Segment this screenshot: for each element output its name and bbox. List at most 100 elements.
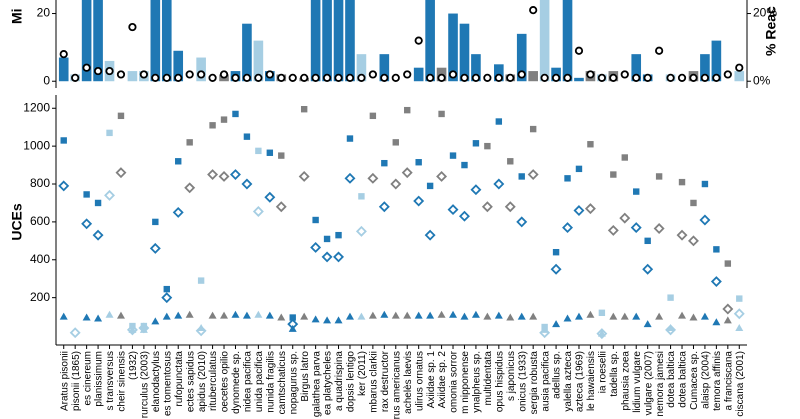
triangle-marker — [471, 310, 480, 318]
diamond-marker — [344, 172, 356, 184]
reads-marker — [128, 22, 137, 32]
square-marker — [495, 118, 503, 125]
reads-marker — [334, 73, 343, 82]
triangle-marker — [334, 316, 343, 324]
triangle-marker — [574, 312, 583, 320]
x-tick-label: a franciscana — [723, 351, 734, 411]
square-marker — [381, 159, 388, 167]
x-tick-label: Axiidae sp. 2 — [437, 351, 448, 409]
x-tick-label: pisonii (1865) — [71, 351, 82, 411]
diamond-marker — [630, 222, 642, 234]
triangle-marker — [632, 312, 641, 320]
bar — [242, 23, 252, 82]
triangle-marker — [609, 312, 618, 320]
x-tick-label: rufopunctata — [174, 351, 185, 407]
y2-tick-label: 20% — [753, 6, 777, 20]
triangle-marker — [426, 311, 435, 319]
reads-marker — [426, 73, 435, 82]
square-marker — [346, 135, 354, 142]
x-tick-label: lidium vulgare — [632, 351, 643, 413]
triangle-marker — [128, 325, 137, 333]
reads-marker — [403, 70, 412, 79]
x-tick-label: ciscana (2001) — [735, 351, 746, 417]
diamond-marker — [447, 204, 459, 216]
diamond-marker — [81, 218, 93, 230]
diamond-marker — [104, 189, 115, 201]
square-marker — [484, 142, 491, 150]
reads-marker — [529, 6, 538, 15]
y2-tick-label: 0% — [753, 73, 771, 87]
triangle-marker — [552, 320, 561, 328]
square-marker — [575, 165, 583, 173]
reads-marker — [300, 73, 309, 82]
square-marker — [243, 133, 251, 140]
square-marker — [587, 141, 594, 148]
diamond-marker — [333, 251, 344, 263]
triangle-marker — [666, 323, 675, 331]
triangle-marker — [449, 310, 458, 318]
square-marker — [610, 171, 617, 178]
reads-marker — [311, 73, 320, 82]
triangle-marker — [437, 310, 446, 318]
triangle-marker — [185, 310, 194, 318]
diamond-marker — [665, 324, 677, 336]
square-marker — [83, 191, 90, 198]
triangle-marker — [506, 313, 515, 321]
x-tick-label: adellus sp. — [552, 351, 563, 399]
reads-marker — [574, 46, 584, 55]
square-marker — [644, 237, 651, 245]
y-tick-label: 20 — [37, 6, 51, 20]
square-marker — [438, 110, 445, 118]
diamond-marker — [619, 212, 631, 224]
square-marker — [655, 173, 663, 180]
diamond-marker — [149, 242, 161, 254]
square-marker — [106, 129, 113, 137]
bar — [562, 0, 573, 82]
triangle-marker — [220, 311, 229, 319]
diamond-marker — [218, 170, 230, 182]
reads-marker — [483, 73, 492, 82]
square-marker — [278, 152, 285, 159]
diamond-marker — [355, 225, 367, 237]
diamond-marker — [264, 191, 276, 203]
diamond-marker — [367, 172, 379, 184]
diamond-marker — [550, 263, 562, 275]
reads-marker — [59, 50, 68, 59]
x-tick-label: Axiidae sp. 1 — [426, 351, 437, 409]
x-tick-label: le hawaiensis — [586, 351, 597, 411]
reads-marker — [151, 73, 160, 82]
square-marker — [701, 180, 709, 188]
diamond-marker — [69, 327, 81, 339]
x-tick-label: phausia zoea — [620, 351, 631, 411]
reads-marker — [517, 70, 526, 79]
square-marker — [633, 188, 640, 195]
triangle-marker — [311, 315, 320, 323]
reads-marker — [437, 73, 446, 82]
x-tick-label: s transversus — [105, 351, 116, 410]
y-tick-label: 1000 — [23, 138, 50, 152]
reads-marker — [288, 73, 297, 82]
square-marker — [186, 139, 193, 146]
x-tick-label: es tomentosus — [162, 351, 173, 416]
diamond-marker — [722, 303, 734, 315]
triangle-marker — [563, 314, 572, 322]
bar — [425, 0, 435, 82]
x-tick-label: Aratus pisonii — [59, 351, 70, 411]
x-tick-label: a quadrispina — [334, 351, 345, 411]
triangle-marker — [655, 312, 664, 320]
x-tick-label: dopsis lentigo — [346, 351, 357, 413]
triangle-marker — [139, 325, 148, 333]
reads-marker — [219, 70, 229, 79]
square-marker — [369, 112, 377, 120]
bar — [127, 71, 138, 82]
x-tick-label: yalella azteca — [563, 351, 574, 412]
triangle-marker — [105, 310, 114, 318]
x-tick-label: unida pacifica — [254, 351, 265, 413]
x-tick-label: mbarus clarkii — [369, 351, 380, 413]
triangle-marker — [345, 312, 354, 320]
x-tick-label: omonia sorror — [449, 350, 460, 412]
triangle-marker — [174, 311, 183, 319]
diamond-marker — [126, 324, 138, 336]
triangle-marker — [391, 311, 400, 319]
bar — [58, 57, 69, 82]
